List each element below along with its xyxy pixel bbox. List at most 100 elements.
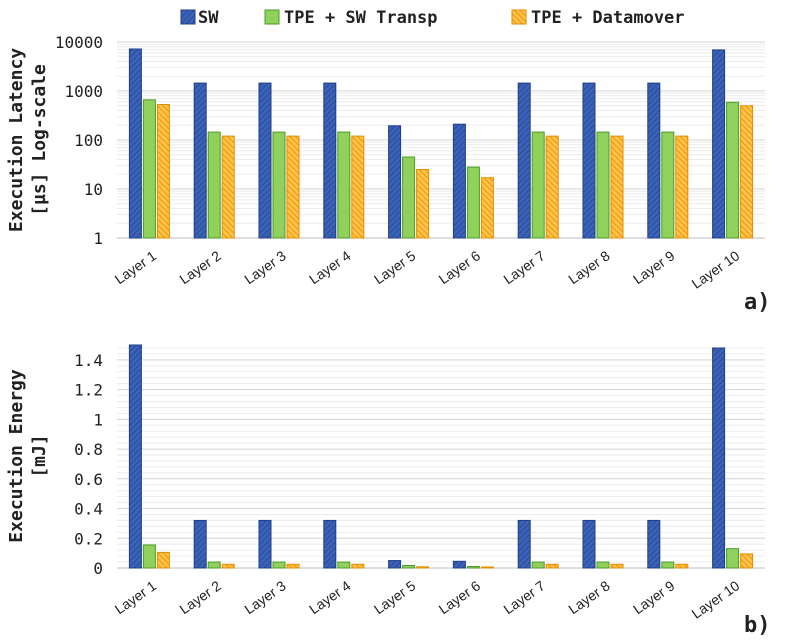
latency-bar-tpe-sw-transp-layer-4: [337, 131, 351, 239]
latency-bar-sw-layer-4: [323, 82, 337, 239]
energy-bar-tpe-sw-transp-layer-9: [661, 561, 675, 569]
latency-bar-tpe-sw-transp-layer-7: [531, 131, 545, 239]
latency-y-axis-label-line1: Execution Latency: [6, 48, 27, 232]
latency-x-tick-label: Layer 6: [436, 247, 484, 287]
latency-bar-tpe-datamover-layer-4: [351, 135, 365, 239]
legend-label-sw: SW: [198, 8, 219, 28]
energy-bar-sw-layer-5: [388, 560, 402, 569]
energy-bar-sw-layer-4: [323, 519, 337, 569]
energy-x-tick-label: Layer 1: [112, 577, 160, 617]
energy-x-tick-label: Layer 8: [565, 577, 613, 617]
latency-bar-tpe-datamover-layer-5: [416, 169, 430, 239]
energy-bar-tpe-sw-transp-layer-1: [142, 544, 156, 569]
energy-y-tick-label: 0.2: [74, 529, 103, 548]
latency-bar-sw-layer-3: [258, 82, 272, 239]
latency-bar-tpe-sw-transp-layer-1: [142, 99, 156, 239]
energy-bar-sw-layer-6: [452, 560, 466, 569]
latency-bar-tpe-datamover-layer-1: [156, 104, 170, 239]
energy-x-tick-label: Layer 3: [241, 577, 289, 617]
latency-bar-tpe-sw-transp-layer-10: [726, 101, 740, 239]
latency-x-tick-label: Layer 9: [630, 247, 678, 287]
energy-bar-tpe-datamover-layer-4: [351, 563, 365, 569]
latency-x-tick-labels: Layer 1 Layer 2 Layer 3 Layer 4 Layer 5 Layer…: [112, 247, 743, 291]
energy-bar-tpe-datamover-layer-8: [610, 563, 624, 569]
energy-x-tick-label: Layer 5: [371, 577, 419, 617]
latency-bar-tpe-datamover-layer-2: [221, 135, 235, 239]
energy-bar-tpe-datamover-layer-2: [221, 563, 235, 569]
energy-x-tick-label: Layer 2: [176, 577, 224, 617]
latency-x-tick-label: Layer 3: [241, 247, 289, 287]
energy-bar-tpe-datamover-layer-10: [740, 553, 754, 569]
latency-x-tick-label: Layer 2: [176, 247, 224, 287]
latency-x-tick-label: Layer 8: [565, 247, 613, 287]
latency-bar-tpe-datamover-layer-9: [675, 135, 689, 239]
energy-x-tick-label: Layer 10: [689, 577, 743, 621]
energy-bar-tpe-sw-transp-layer-5: [402, 564, 416, 569]
energy-bar-tpe-sw-transp-layer-6: [466, 566, 480, 569]
energy-x-tick-label: Layer 9: [630, 577, 678, 617]
legend-item-tpe-sw-transp: TPE + SW Transp: [264, 8, 438, 28]
latency-bar-tpe-sw-transp-layer-2: [207, 131, 221, 239]
energy-bar-tpe-sw-transp-layer-7: [531, 561, 545, 569]
energy-bar-tpe-datamover-layer-5: [416, 566, 430, 569]
energy-bar-sw-layer-1: [128, 344, 142, 569]
energy-x-tick-label: Layer 4: [306, 577, 354, 617]
energy-y-tick-label: 0.8: [74, 440, 103, 459]
energy-panel-label: b): [744, 613, 771, 638]
energy-gridlines: [117, 347, 765, 569]
energy-y-tick-label: 0.6: [74, 470, 103, 489]
legend-item-tpe-datamover: TPE + Datamover: [511, 8, 685, 28]
latency-y-tick-label: 10: [84, 180, 103, 199]
energy-y-tick-label: 1.2: [74, 381, 103, 400]
latency-bar-sw-layer-5: [388, 125, 402, 239]
latency-bar-tpe-sw-transp-layer-6: [466, 166, 480, 239]
latency-bar-sw-layer-10: [712, 49, 726, 239]
latency-bar-tpe-datamover-layer-3: [286, 135, 300, 239]
latency-panel-label: a): [744, 290, 771, 315]
latency-y-tick-label: 100: [74, 131, 103, 150]
energy-y-tick-labels: 0 0.2 0.4 0.6 0.8 1 1.2 1.4: [74, 351, 103, 578]
energy-bar-sw-layer-3: [258, 519, 272, 569]
latency-x-tick-label: Layer 1: [112, 247, 160, 287]
energy-bar-tpe-datamover-layer-9: [675, 563, 689, 569]
energy-chart: 00.20.40.60.811.21.4 Layer 1 Layer 2 Layer…: [6, 344, 771, 638]
latency-x-tick-label: Layer 4: [306, 247, 354, 287]
energy-bar-tpe-sw-transp-layer-8: [596, 561, 610, 569]
energy-bars: [128, 344, 754, 569]
latency-bar-tpe-datamover-layer-6: [480, 177, 494, 239]
latency-bar-tpe-sw-transp-layer-8: [596, 131, 610, 239]
legend-item-sw: SW: [180, 8, 219, 28]
energy-bar-sw-layer-2: [193, 519, 207, 569]
legend-swatch-tpe-datamover: [511, 9, 527, 25]
latency-y-tick-label: 1: [93, 229, 103, 248]
energy-bar-tpe-sw-transp-layer-10: [726, 548, 740, 569]
energy-x-tick-labels: Layer 1 Layer 2 Layer 3 Layer 4 Layer 5 Layer…: [112, 577, 743, 621]
energy-bar-sw-layer-7: [517, 519, 531, 569]
energy-bar-sw-layer-10: [712, 347, 726, 569]
legend-label-tpe-datamover: TPE + Datamover: [531, 8, 685, 28]
latency-bar-tpe-sw-transp-layer-5: [402, 156, 416, 239]
latency-bar-tpe-datamover-layer-7: [545, 135, 559, 239]
energy-bar-tpe-datamover-layer-1: [156, 551, 170, 569]
energy-bar-sw-layer-8: [582, 519, 596, 569]
latency-bar-sw-layer-8: [582, 82, 596, 239]
energy-x-tick-label: Layer 6: [436, 577, 484, 617]
energy-bar-tpe-sw-transp-layer-4: [337, 561, 351, 569]
energy-bar-tpe-datamover-layer-3: [286, 563, 300, 569]
latency-x-tick-label: Layer 7: [500, 247, 548, 287]
energy-bar-tpe-sw-transp-layer-3: [272, 561, 286, 569]
latency-bar-tpe-datamover-layer-8: [610, 135, 624, 239]
latency-bar-sw-layer-9: [647, 82, 661, 239]
latency-bar-sw-layer-1: [128, 48, 142, 239]
latency-bar-sw-layer-7: [517, 82, 531, 239]
energy-bar-sw-layer-9: [647, 519, 661, 569]
energy-y-axis-label-line2: [mJ]: [29, 434, 50, 477]
energy-bar-tpe-sw-transp-layer-2: [207, 561, 221, 569]
latency-bars: [128, 48, 754, 239]
latency-bar-sw-layer-6: [452, 123, 466, 239]
energy-x-tick-label: Layer 7: [500, 577, 548, 617]
latency-bar-sw-layer-2: [193, 82, 207, 239]
legend-swatch-tpe-sw-transp: [264, 9, 280, 25]
